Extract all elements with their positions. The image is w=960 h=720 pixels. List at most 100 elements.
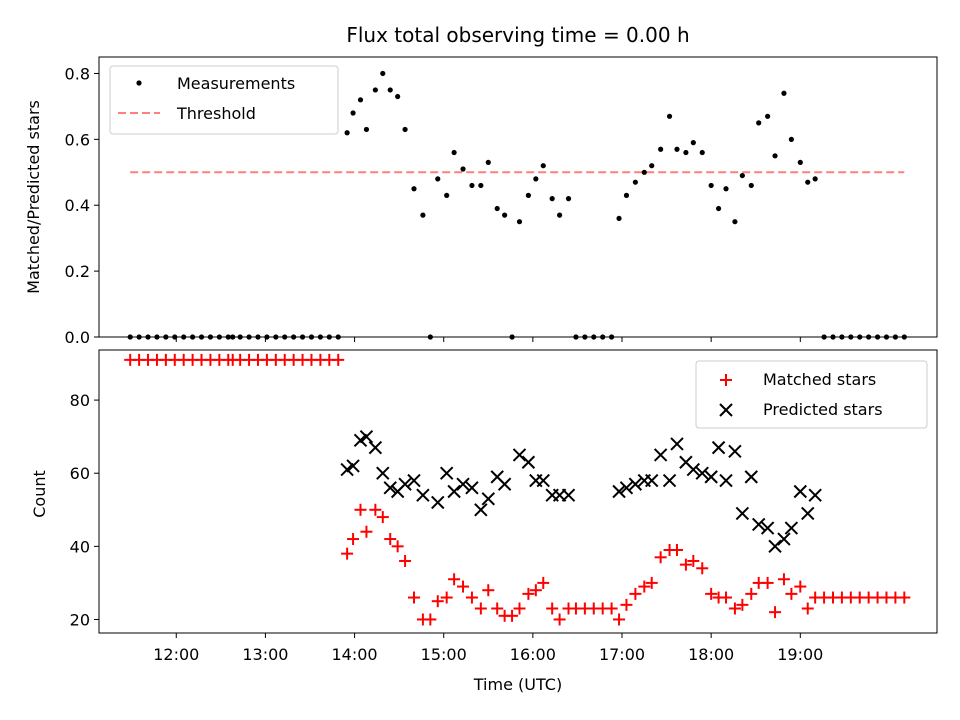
measurement-point xyxy=(812,176,818,182)
matched-star-point xyxy=(529,584,542,597)
matched-star-point xyxy=(431,595,444,608)
matched-star-point xyxy=(354,503,367,516)
predicted-star-stroke-b xyxy=(447,484,461,499)
predicted-star-stroke-b xyxy=(512,448,527,462)
measurement-point xyxy=(765,113,771,119)
bottom-y-tick-label: 40 xyxy=(70,537,90,556)
measurement-point xyxy=(557,212,563,218)
matched-star-point xyxy=(457,580,470,593)
predicted-star-stroke-b xyxy=(784,521,799,535)
measurement-point xyxy=(282,334,288,340)
predicted-star-point xyxy=(521,455,536,469)
legend-predicted-marker xyxy=(719,403,733,417)
predicted-star-stroke-b xyxy=(662,473,677,488)
measurement-point xyxy=(326,334,332,340)
top-y-tick-label: 0.6 xyxy=(65,130,90,149)
matched-star-point xyxy=(448,573,461,586)
measurement-point xyxy=(317,334,323,340)
matched-star-point xyxy=(654,551,667,564)
measurement-point xyxy=(699,149,705,156)
matched-star-point xyxy=(801,602,814,615)
predicted-star-point xyxy=(368,440,383,455)
legend-measurements-label: Measurements xyxy=(177,74,295,93)
measurement-point xyxy=(821,334,827,340)
predicted-star-point xyxy=(465,481,479,495)
top-plot-marks xyxy=(127,70,907,340)
measurement-point xyxy=(839,334,845,340)
measurement-point xyxy=(525,192,532,198)
bottom-x-tick-label: 15:00 xyxy=(421,645,467,664)
predicted-star-point xyxy=(760,521,775,535)
bottom-plot-frame xyxy=(98,349,938,634)
bottom-y-tick-label: 60 xyxy=(70,464,90,483)
predicted-star-point xyxy=(662,473,677,488)
predicted-star-stroke-b xyxy=(359,429,374,444)
bottom-plot-marks xyxy=(124,353,911,626)
matched-star-point xyxy=(347,533,360,546)
predicted-star-stroke-b xyxy=(619,481,634,495)
predicted-star-stroke-b xyxy=(719,473,733,488)
predicted-star-point xyxy=(439,466,454,480)
predicted-star-point xyxy=(536,473,550,488)
matched-star-point xyxy=(513,602,526,615)
matched-star-point xyxy=(605,602,618,615)
top-y-axis-label: Matched/Predicted stars xyxy=(24,100,43,294)
predicted-star-point xyxy=(744,470,758,484)
measurement-point xyxy=(273,334,279,340)
predicted-star-stroke-b xyxy=(679,455,693,469)
predicted-star-point xyxy=(376,466,390,480)
predicted-star-stroke-b xyxy=(456,477,470,491)
measurement-point xyxy=(830,334,836,340)
predicted-star-stroke-b xyxy=(751,517,766,532)
matched-star-point xyxy=(537,576,550,589)
predicted-star-stroke-b xyxy=(561,488,576,502)
predicted-star-point xyxy=(346,459,360,473)
bottom-x-tick-label: 17:00 xyxy=(599,645,645,664)
bottom-x-tick-label: 14:00 xyxy=(332,645,378,664)
matched-star-point xyxy=(785,587,798,600)
predicted-star-stroke-b xyxy=(801,506,815,521)
matched-star-point xyxy=(777,573,790,586)
predicted-star-point xyxy=(784,521,799,535)
measurement-point xyxy=(372,87,378,93)
predicted-star-stroke-b xyxy=(431,495,445,510)
chart-title: Flux total observing time = 0.00 h xyxy=(346,23,689,47)
measurement-point xyxy=(395,93,401,100)
matched-star-point xyxy=(794,580,807,593)
predicted-star-point xyxy=(686,462,701,477)
predicted-star-point xyxy=(670,437,684,451)
measurement-point xyxy=(255,334,261,340)
predicted-star-point xyxy=(808,488,822,502)
measurement-point xyxy=(901,334,907,340)
measurement-point xyxy=(772,153,778,159)
top-legend: Measurements Threshold xyxy=(109,65,339,135)
predicted-star-point xyxy=(612,484,626,499)
matched-star-point xyxy=(696,562,709,575)
predicted-star-point xyxy=(456,477,470,491)
predicted-star-stroke-b xyxy=(481,492,495,506)
measurement-point xyxy=(411,186,417,192)
measurement-point xyxy=(444,192,450,198)
measurement-point xyxy=(748,182,754,189)
matched-star-point xyxy=(705,587,718,600)
measurement-point xyxy=(469,182,475,189)
measurement-point xyxy=(299,334,306,340)
measurement-point xyxy=(478,182,484,189)
predicted-star-point xyxy=(793,484,808,499)
predicted-star-point xyxy=(353,433,368,448)
measurement-point xyxy=(172,334,178,340)
legend-matched-label: Matched stars xyxy=(763,370,876,389)
measurement-point xyxy=(460,166,466,172)
measurement-point xyxy=(641,169,647,175)
predicted-star-stroke-b xyxy=(808,488,822,502)
measurement-point xyxy=(573,334,579,340)
predicted-star-stroke-b xyxy=(793,484,808,499)
measurement-point xyxy=(516,219,523,225)
measurement-point xyxy=(190,334,196,340)
measurement-point xyxy=(344,130,350,136)
measurement-point xyxy=(237,334,243,340)
predicted-star-point xyxy=(447,484,461,499)
measurement-point xyxy=(181,334,187,340)
bottom-x-axis: 12:00 13:00 14:00 15:00 16:00 17:00 18:00 19:00 xyxy=(153,633,823,664)
